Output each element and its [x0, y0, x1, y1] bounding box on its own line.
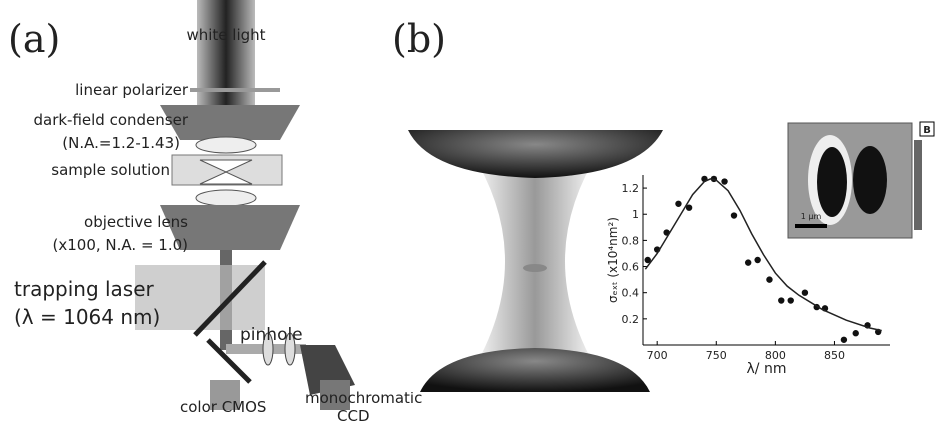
x-tick-label: 850	[824, 349, 845, 362]
label: objective lens	[84, 213, 188, 231]
data-point	[766, 276, 772, 282]
label: trapping laser	[14, 277, 155, 301]
y-tick-label: 1	[632, 208, 639, 221]
data-point	[745, 259, 751, 265]
data-point	[788, 297, 794, 303]
label: sample solution	[51, 161, 170, 179]
inset-label: B	[923, 125, 931, 136]
label: pinhole	[240, 325, 303, 345]
label: monochromatic	[305, 389, 422, 407]
y-axis-label: σₑₓₜ (x10⁴nm²)	[606, 217, 620, 303]
panel-label: (a)	[8, 17, 60, 61]
panel-label: (b)	[392, 17, 446, 61]
data-point	[754, 257, 760, 263]
label: linear polarizer	[75, 81, 189, 99]
data-point	[841, 337, 847, 343]
data-point	[731, 212, 737, 218]
data-point	[721, 178, 727, 184]
y-tick-label: 0.8	[622, 234, 640, 247]
y-tick-label: 0.4	[622, 287, 640, 300]
x-axis-label: λ/ nm	[747, 361, 787, 377]
x-tick-label: 750	[706, 349, 727, 362]
data-point	[802, 289, 808, 295]
label: white light	[186, 26, 265, 44]
data-point	[675, 201, 681, 207]
y-tick-label: 0.6	[622, 261, 640, 274]
y-tick-label: 0.2	[622, 313, 640, 326]
data-point	[853, 330, 859, 336]
label: (x100, N.A. = 1.0)	[53, 236, 188, 254]
scale-bar-label: 1 μm	[801, 212, 822, 221]
figure: (a) white light linear polarizer dark-fi…	[0, 0, 936, 425]
x-tick-label: 700	[647, 349, 668, 362]
label: CCD	[337, 407, 370, 425]
data-point	[778, 297, 784, 303]
y-tick-label: 1.2	[622, 182, 640, 195]
label: (N.A.=1.2-1.43)	[62, 134, 180, 152]
label: dark-field condenser	[33, 111, 188, 129]
label: color CMOS	[180, 398, 266, 416]
label: (λ = 1064 nm)	[14, 305, 160, 329]
setup-diagram	[135, 0, 355, 410]
